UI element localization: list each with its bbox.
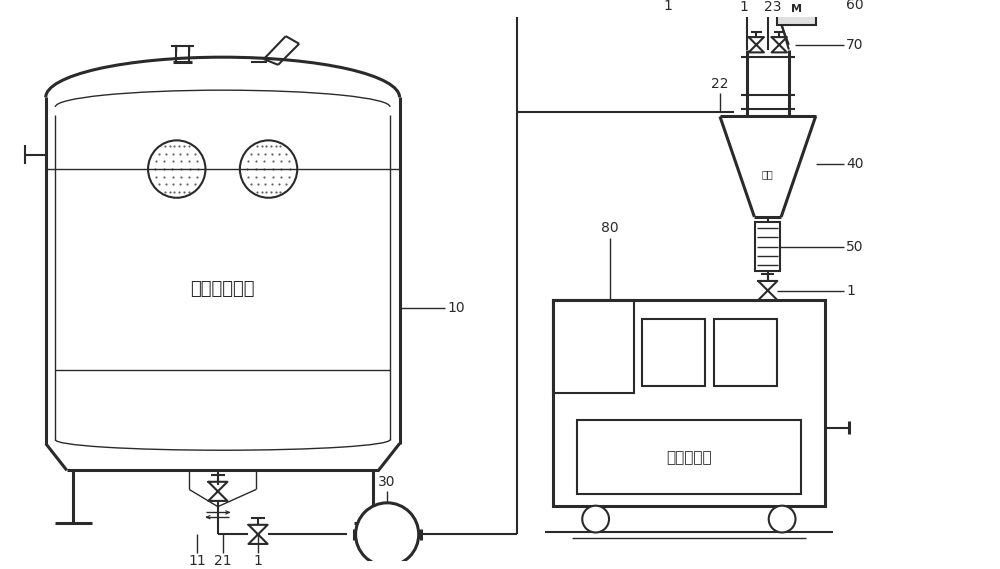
Text: 50: 50: [846, 240, 864, 254]
Text: 23: 23: [764, 0, 781, 14]
Text: M: M: [791, 5, 802, 14]
Text: 22: 22: [711, 77, 729, 90]
Bar: [755, 222, 780, 271]
Circle shape: [356, 503, 419, 566]
Text: 11: 11: [188, 554, 206, 567]
Text: 1: 1: [254, 554, 262, 567]
Bar: [577, 420, 801, 494]
Text: 40: 40: [846, 157, 864, 171]
Text: 21: 21: [214, 554, 231, 567]
Text: 高压均质机: 高压均质机: [666, 450, 712, 465]
Text: 30: 30: [378, 476, 396, 489]
Text: 缓冲: 缓冲: [762, 169, 774, 179]
Text: 60: 60: [846, 0, 864, 11]
Circle shape: [769, 506, 796, 533]
Text: 1: 1: [663, 0, 672, 14]
Text: 80: 80: [601, 221, 619, 236]
Circle shape: [582, 506, 609, 533]
Text: 10: 10: [447, 301, 465, 315]
Text: 待均质物料罐: 待均质物料罐: [190, 279, 255, 298]
Bar: [553, 300, 634, 393]
Bar: [777, 0, 816, 24]
Bar: [553, 300, 825, 506]
Bar: [642, 319, 705, 386]
Bar: [714, 319, 777, 386]
Text: 1: 1: [739, 0, 748, 14]
Text: 1: 1: [846, 283, 855, 298]
Text: 70: 70: [846, 38, 864, 52]
